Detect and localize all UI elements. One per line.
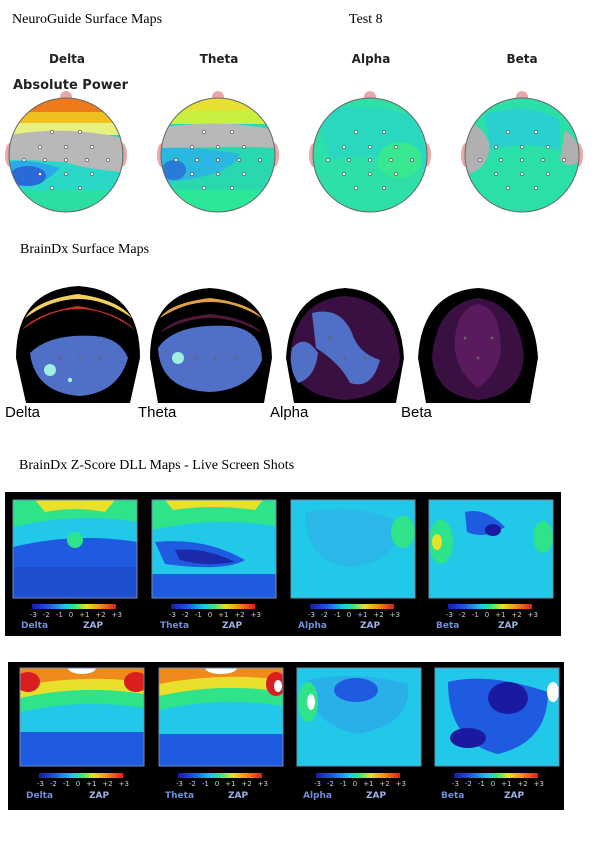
bdx-map-theta xyxy=(150,288,272,403)
zscore-panel-2-maps xyxy=(19,667,560,778)
braindx-title: BrainDx Surface Maps xyxy=(20,242,150,257)
zp1-label-theta: Theta xyxy=(160,621,190,631)
bdx-map-alpha xyxy=(286,288,404,403)
bdx-map-beta xyxy=(418,288,538,403)
ng-map-alpha xyxy=(309,91,431,213)
zscore-title: BrainDx Z-Score DLL Maps - Live Screen S… xyxy=(19,458,295,473)
ng-band-label-beta: Beta xyxy=(506,52,538,66)
ng-band-label-delta: Delta xyxy=(48,52,86,66)
zp1-zap-4: ZAP xyxy=(498,621,519,631)
neuroguide-title: NeuroGuide Surface Maps xyxy=(12,12,163,27)
zp2-label-theta: Theta xyxy=(165,791,195,801)
neuroguide-head-maps xyxy=(5,91,583,213)
zp1-zap-3: ZAP xyxy=(360,621,381,631)
zp1-scale-1: -3 -2 -1 0 +1 +2 +3 xyxy=(30,611,122,619)
bdx-band-label-theta: Theta xyxy=(138,404,177,421)
zp1-zap-1: ZAP xyxy=(83,621,104,631)
zscore-panel-1: Delta ZAP Theta ZAP Alpha ZAP Beta ZAP -… xyxy=(5,492,561,636)
absolute-power-label: Absolute Power xyxy=(13,78,129,93)
zp2-scale-1: -3 -2 -1 0 +1 +2 +3 xyxy=(37,780,129,788)
zp2-label-delta: Delta xyxy=(26,791,54,801)
zp1-scale-4: -3 -2 -1 0 +1 +2 +3 xyxy=(446,611,538,619)
ng-map-theta xyxy=(157,91,279,213)
zp1-label-beta: Beta xyxy=(436,621,460,631)
zp2-scale-3: -3 -2 -1 0 +1 +2 +3 xyxy=(314,780,406,788)
zp1-label-delta: Delta xyxy=(21,621,49,631)
zp1-scale-3: -3 -2 -1 0 +1 +2 +3 xyxy=(308,611,400,619)
zscore-panel-1-maps xyxy=(12,499,554,609)
bdx-band-label-beta: Beta xyxy=(401,404,432,421)
zp1-scale-2: -3 -2 -1 0 +1 +2 +3 xyxy=(169,611,261,619)
zp1-label-alpha: Alpha xyxy=(298,621,327,631)
bdx-band-label-delta: Delta xyxy=(5,404,41,421)
zp1-zap-2: ZAP xyxy=(222,621,243,631)
zp2-zap-3: ZAP xyxy=(366,791,387,801)
ng-map-beta xyxy=(461,91,583,213)
zp2-scale-2: -3 -2 -1 0 +1 +2 +3 xyxy=(176,780,268,788)
test-label: Test 8 xyxy=(349,12,383,27)
ng-map-delta xyxy=(5,91,127,213)
bdx-map-delta xyxy=(16,286,140,403)
zp2-zap-2: ZAP xyxy=(228,791,249,801)
zp2-zap-1: ZAP xyxy=(89,791,110,801)
zp2-label-alpha: Alpha xyxy=(303,791,332,801)
zp2-scale-4: -3 -2 -1 0 +1 +2 +3 xyxy=(452,780,544,788)
zp2-label-beta: Beta xyxy=(441,791,465,801)
braindx-head-maps xyxy=(16,286,538,403)
zscore-panel-2: Delta ZAP Theta ZAP Alpha ZAP Beta ZAP -… xyxy=(8,662,564,810)
ng-band-label-theta: Theta xyxy=(199,52,239,66)
zp2-zap-4: ZAP xyxy=(504,791,525,801)
ng-band-label-alpha: Alpha xyxy=(351,52,391,66)
bdx-band-label-alpha: Alpha xyxy=(270,404,309,421)
